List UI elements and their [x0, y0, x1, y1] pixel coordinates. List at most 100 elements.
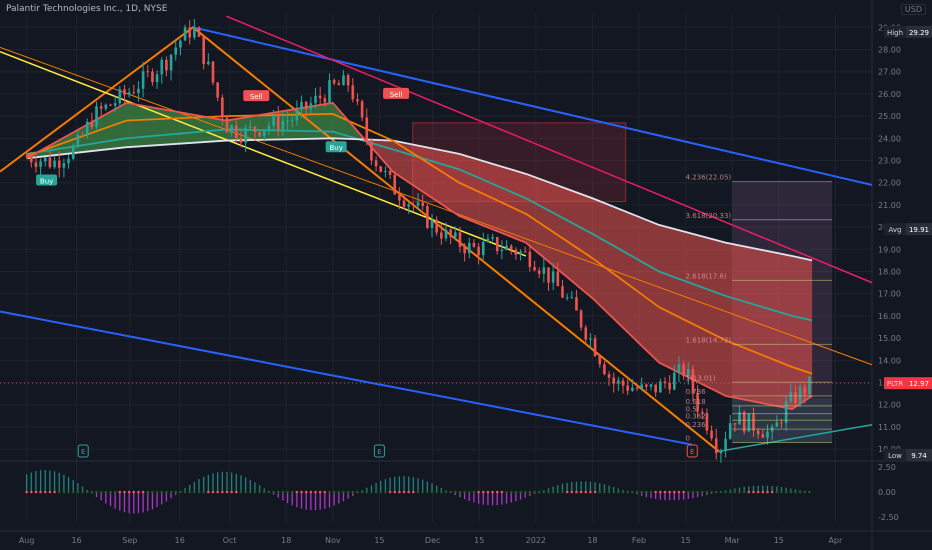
oscillator-dot: [309, 490, 313, 494]
candle-body: [318, 95, 322, 99]
oscillator-dot: [53, 490, 56, 494]
oscillator-dot: [523, 490, 527, 494]
oscillator-dot: [612, 490, 616, 494]
candle-body: [607, 374, 611, 378]
candle-body: [794, 392, 797, 404]
candle-body: [244, 128, 247, 143]
signal-labels: Buy Sell Buy Sell: [36, 87, 410, 186]
trendline: [0, 310, 693, 446]
oscillator-dot: [225, 490, 229, 494]
price-badge-value-bg: [906, 377, 932, 390]
oscillator-dot: [248, 490, 252, 494]
candle-body: [141, 71, 145, 89]
oscillator-dot: [393, 490, 397, 494]
oscillator-dot: [323, 490, 327, 494]
candle-body: [519, 251, 522, 255]
price-tick-label: 11.00: [878, 423, 901, 432]
candle-body: [500, 250, 504, 252]
candle-body: [230, 125, 233, 133]
oscillator-dot: [682, 490, 685, 494]
oscillator-dot: [556, 490, 560, 494]
oscillator-dot: [509, 490, 513, 494]
candle-body: [761, 434, 765, 438]
price-tick-label: 18.00: [878, 268, 901, 277]
candle-body: [589, 338, 592, 340]
price-badge-name-bg: [884, 377, 906, 390]
price-badge-name: Avg: [889, 226, 902, 234]
time-tick-label: Oct: [223, 536, 237, 545]
candle-body: [169, 54, 173, 71]
oscillator-pane: 2.50 0.00 -2.50: [25, 463, 899, 522]
oscillator-dot: [235, 490, 238, 494]
oscillator-dot: [533, 490, 536, 494]
oscillator-dot: [71, 490, 75, 494]
candle-body: [444, 229, 448, 239]
candle-body: [276, 115, 280, 130]
candle-body: [118, 89, 122, 104]
symbol-title[interactable]: Palantir Technologies Inc., 1D, NYSE: [6, 4, 168, 14]
oscillator-dot: [43, 490, 47, 494]
price-tick-label: 25.00: [878, 112, 901, 121]
candle-body: [775, 422, 779, 427]
candle-body: [463, 246, 466, 254]
oscillator-dot: [691, 490, 695, 494]
candle-body: [402, 200, 406, 207]
candle-body: [342, 75, 345, 86]
oscillator-dot: [388, 490, 392, 494]
candle-body: [789, 392, 793, 402]
currency-label[interactable]: USD: [900, 4, 926, 15]
oscillator-dot: [155, 490, 159, 494]
candle-body: [351, 85, 355, 100]
candle-body: [62, 163, 66, 168]
candle-body: [668, 383, 671, 390]
price-tick-label: 28.00: [878, 46, 901, 55]
time-tick-label: Dec: [425, 536, 440, 545]
candle-body: [421, 202, 424, 206]
moving-average-line: [26, 101, 813, 411]
oscillator-dot: [742, 490, 746, 494]
candle-body: [286, 120, 289, 122]
ma-ribbon-cloud: [26, 102, 813, 410]
candle-body: [216, 82, 219, 98]
candle-body: [416, 202, 420, 206]
oscillator-dot: [104, 490, 108, 494]
oscillator-dot: [356, 490, 359, 494]
candle-body: [323, 98, 327, 103]
moving-average-line: [26, 128, 813, 322]
oscillator-dot: [686, 490, 690, 494]
time-axis[interactable]: Aug 16 Sep 16 Oct 18 Nov 15 Dec 15 2022 18 Feb 15 Mar 1…: [19, 536, 843, 545]
candle-body: [179, 40, 182, 48]
candle-body: [160, 59, 164, 75]
candle-body: [645, 384, 648, 387]
candle-body: [738, 412, 741, 425]
candle-body: [262, 129, 266, 136]
oscillator-dot: [700, 490, 704, 494]
candle-body: [393, 175, 397, 195]
oscillator-dot: [784, 490, 788, 494]
oscillator-dot: [677, 490, 681, 494]
oscillator-dot: [160, 490, 164, 494]
oscillator-dot: [197, 490, 201, 494]
candle-body: [384, 170, 387, 172]
candle-body: [281, 120, 285, 130]
oscillator-dot: [500, 490, 504, 494]
oscillator-dot: [370, 490, 373, 494]
candle-body: [440, 232, 443, 239]
candle-body: [547, 267, 550, 283]
oscillator-dot: [491, 490, 494, 494]
trendlines: [0, 15, 873, 453]
trendline: [0, 51, 527, 257]
time-tick-label: 2022: [526, 536, 546, 545]
candle-body: [346, 75, 350, 86]
oscillator-dot: [649, 490, 653, 494]
oscillator-dot: [151, 490, 154, 494]
oscillator-dot: [486, 490, 490, 494]
bull-cloud: [26, 102, 360, 159]
oscillator-dot: [29, 490, 33, 494]
oscillator-dot: [659, 490, 662, 494]
candle-body: [267, 125, 271, 130]
sell-signal-badge: [243, 90, 270, 102]
price-axis[interactable]: 29.0028.0027.0026.0025.0024.0023.0022.00…: [878, 23, 901, 454]
oscillator-dot: [57, 490, 61, 494]
